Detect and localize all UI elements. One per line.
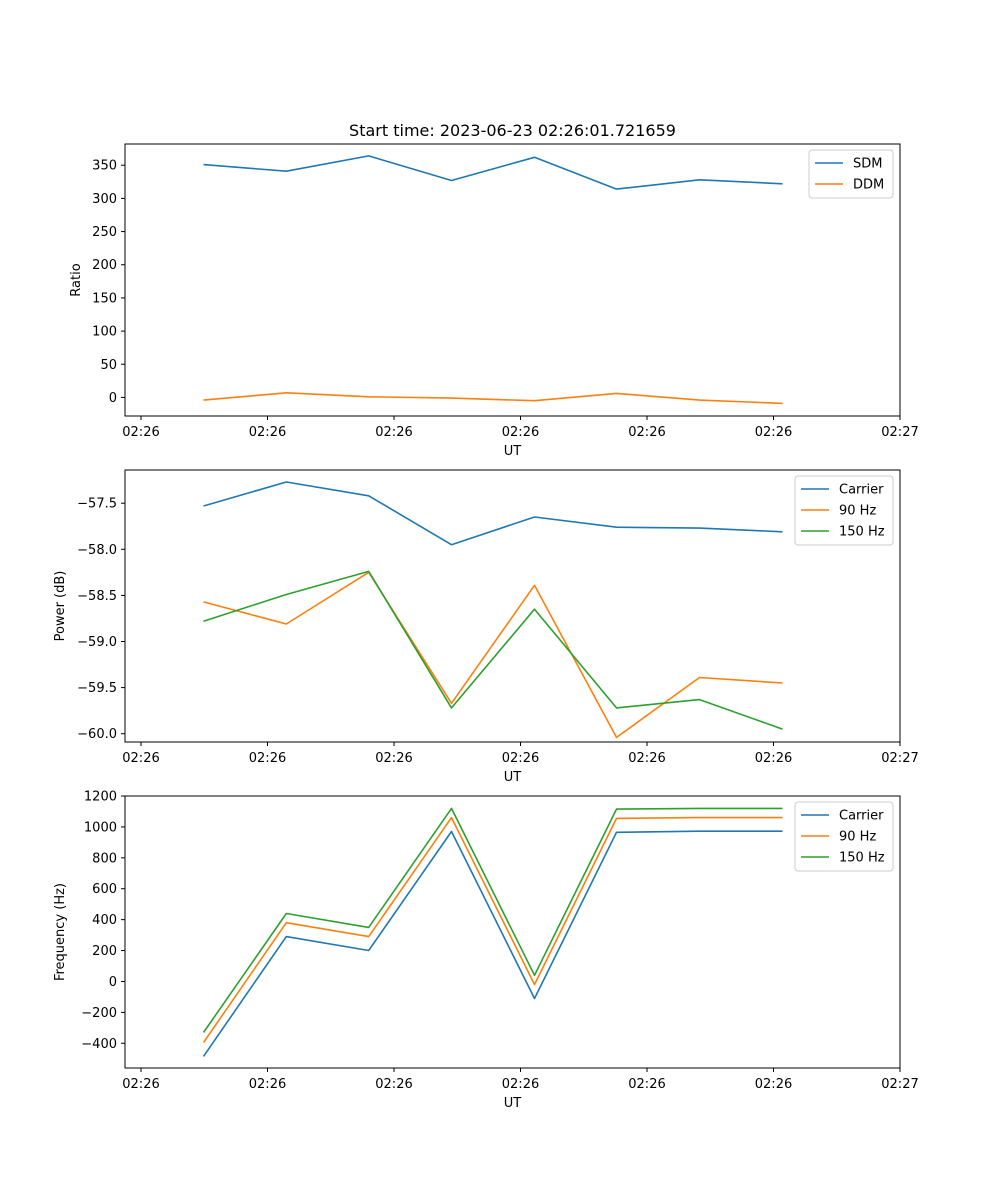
x-tick-label: 02:26 xyxy=(628,751,665,766)
x-tick-label: 02:27 xyxy=(881,1077,918,1092)
legend-label: 150 Hz xyxy=(839,525,885,540)
legend-label: DDM xyxy=(853,178,884,193)
x-tick-label: 02:26 xyxy=(628,425,665,440)
y-tick-label: 250 xyxy=(92,225,117,240)
x-tick-label: 02:26 xyxy=(249,425,286,440)
y-tick-label: 0 xyxy=(109,975,117,990)
y-tick-label: 1200 xyxy=(84,790,117,805)
y-tick-label: 50 xyxy=(100,358,117,373)
x-tick-label: 02:26 xyxy=(249,751,286,766)
y-tick-label: 200 xyxy=(92,258,117,273)
x-tick-label: 02:26 xyxy=(122,425,159,440)
x-tick-label: 02:26 xyxy=(249,1077,286,1092)
y-tick-label: 800 xyxy=(92,851,117,866)
y-tick-label: −200 xyxy=(81,1006,117,1021)
y-axis-label: Frequency (Hz) xyxy=(53,883,68,981)
x-tick-label: 02:26 xyxy=(122,751,159,766)
y-tick-label: −57.5 xyxy=(77,497,117,512)
x-tick-label: 02:26 xyxy=(755,751,792,766)
y-tick-label: 1000 xyxy=(84,820,117,835)
x-axis-label: UT xyxy=(504,770,522,785)
subplot-3: 02:26 02:26 02:26 02:26 02:26 02:26 02:27 −400 −… xyxy=(53,790,919,1112)
subplot-2: 02:26 02:26 02:26 02:26 02:26 02:26 02:27 −60.0… xyxy=(53,469,919,785)
legend-label: SDM xyxy=(853,157,882,172)
y-tick-label: −400 xyxy=(81,1037,117,1052)
y-tick-label: −60.0 xyxy=(77,727,117,742)
x-tick-label: 02:26 xyxy=(755,425,792,440)
legend-label: Carrier xyxy=(839,809,884,824)
y-tick-label: −58.5 xyxy=(77,589,117,604)
series-line-carrier xyxy=(203,481,783,546)
y-tick-label: 0 xyxy=(109,391,117,406)
series-line-90-hz xyxy=(203,571,783,739)
figure-title: Start time: 2023-06-23 02:26:01.721659 xyxy=(349,121,676,140)
legend-label: 150 Hz xyxy=(839,851,885,866)
x-tick-label: 02:26 xyxy=(122,1077,159,1092)
axes-frame xyxy=(124,143,901,417)
y-axis-label: Power (dB) xyxy=(53,571,68,642)
legend-label: 90 Hz xyxy=(839,830,876,845)
x-tick-label: 02:27 xyxy=(881,425,918,440)
x-tick-label: 02:26 xyxy=(375,425,412,440)
axes-frame xyxy=(124,795,901,1069)
x-tick-label: 02:26 xyxy=(502,751,539,766)
legend-label: Carrier xyxy=(839,483,884,498)
y-tick-label: 350 xyxy=(92,159,117,174)
series-line-150-hz xyxy=(202,807,783,1033)
legend-box xyxy=(808,149,894,199)
series-line-150-hz xyxy=(203,570,783,730)
series-line-sdm xyxy=(203,155,783,190)
y-tick-label: 200 xyxy=(92,944,117,959)
legend: SDM DDM xyxy=(808,149,894,199)
x-tick-label: 02:26 xyxy=(375,751,412,766)
x-tick-label: 02:26 xyxy=(375,1077,412,1092)
x-tick-label: 02:26 xyxy=(502,425,539,440)
y-tick-label: −59.0 xyxy=(77,635,117,650)
axes-frame xyxy=(124,469,901,743)
y-tick-label: 600 xyxy=(92,882,117,897)
x-tick-label: 02:26 xyxy=(755,1077,792,1092)
y-tick-label: −58.0 xyxy=(77,543,117,558)
y-tick-label: 400 xyxy=(92,913,117,928)
y-tick-label: 100 xyxy=(92,325,117,340)
legend-box xyxy=(794,475,894,546)
subplot-1: 02:26 02:26 02:26 02:26 02:26 02:26 02:27 0 50 10… xyxy=(69,143,919,459)
x-tick-label: 02:26 xyxy=(628,1077,665,1092)
x-axis-label: UT xyxy=(504,444,522,459)
legend: Carrier 90 Hz 150 Hz xyxy=(794,801,894,872)
legend-label: 90 Hz xyxy=(839,504,876,519)
series-line-carrier xyxy=(202,830,783,1057)
x-tick-label: 02:27 xyxy=(881,751,918,766)
legend-box xyxy=(794,801,894,872)
x-axis-label: UT xyxy=(504,1096,522,1111)
subplots: 02:26 02:26 02:26 02:26 02:26 02:26 02:27 0 50 10… xyxy=(53,143,919,1112)
y-tick-label: 150 xyxy=(92,291,117,306)
y-tick-label: 300 xyxy=(92,192,117,207)
y-axis-label: Ratio xyxy=(69,263,84,296)
series-line-90-hz xyxy=(202,816,783,1043)
x-tick-label: 02:26 xyxy=(502,1077,539,1092)
y-tick-label: −59.5 xyxy=(77,681,117,696)
legend: Carrier 90 Hz 150 Hz xyxy=(794,475,894,546)
series-line-ddm xyxy=(203,391,783,405)
